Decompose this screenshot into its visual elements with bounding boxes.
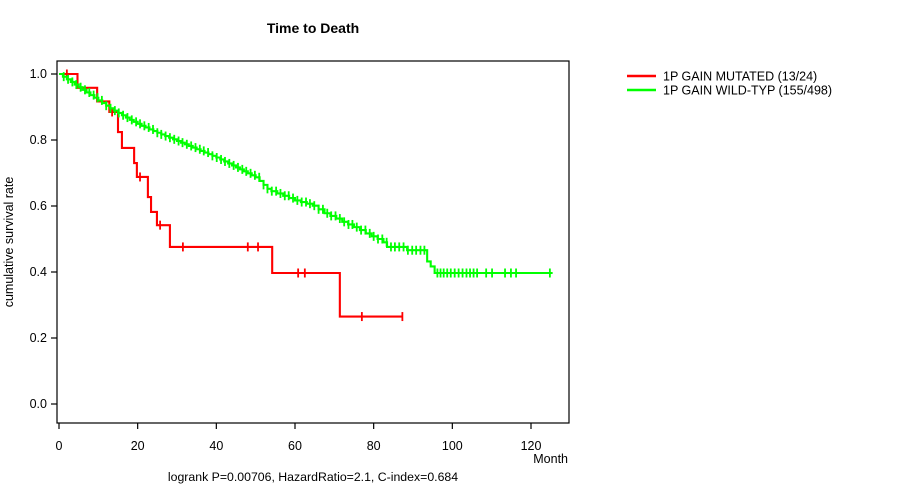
statistics-annotation: logrank P=0.00706, HazardRatio=2.1, C-in… <box>168 470 458 484</box>
y-axis-label: cumulative survival rate <box>2 177 16 308</box>
survival-curves <box>59 69 553 322</box>
y-tick-label: 0.0 <box>30 397 47 411</box>
y-axis-ticks: 0.0 0.2 0.4 0.6 0.8 1.0 <box>30 67 57 411</box>
y-tick-label: 0.8 <box>30 133 47 147</box>
legend-label-mutated: 1P GAIN MUTATED (13/24) <box>663 70 817 84</box>
y-tick-label: 0.2 <box>30 331 47 345</box>
x-tick-label: 80 <box>367 439 381 453</box>
x-tick-label: 20 <box>131 439 145 453</box>
survival-curve-wildtype <box>59 72 553 275</box>
censor-ticks-mutated <box>65 69 404 322</box>
censor-ticks-wildtype <box>62 72 551 278</box>
legend: 1P GAIN MUTATED (13/24) 1P GAIN WILD-TYP… <box>627 70 832 98</box>
x-tick-label: 120 <box>521 439 542 453</box>
x-tick-label: 40 <box>209 439 223 453</box>
x-tick-label: 0 <box>56 439 63 453</box>
x-axis-ticks: 0 20 40 60 80 100 120 <box>56 423 542 453</box>
y-tick-label: 1.0 <box>30 67 47 81</box>
chart-title: Time to Death <box>267 20 359 36</box>
y-tick-label: 0.4 <box>30 265 47 279</box>
plot-box <box>56 60 570 424</box>
legend-item-mutated: 1P GAIN MUTATED (13/24) <box>627 70 817 84</box>
x-tick-label: 100 <box>442 439 463 453</box>
y-tick-label: 0.6 <box>30 199 47 213</box>
x-axis-label: Month <box>533 452 568 466</box>
x-tick-label: 60 <box>288 439 302 453</box>
legend-label-wildtype: 1P GAIN WILD-TYP (155/498) <box>663 84 832 98</box>
legend-item-wildtype: 1P GAIN WILD-TYP (155/498) <box>627 84 832 98</box>
